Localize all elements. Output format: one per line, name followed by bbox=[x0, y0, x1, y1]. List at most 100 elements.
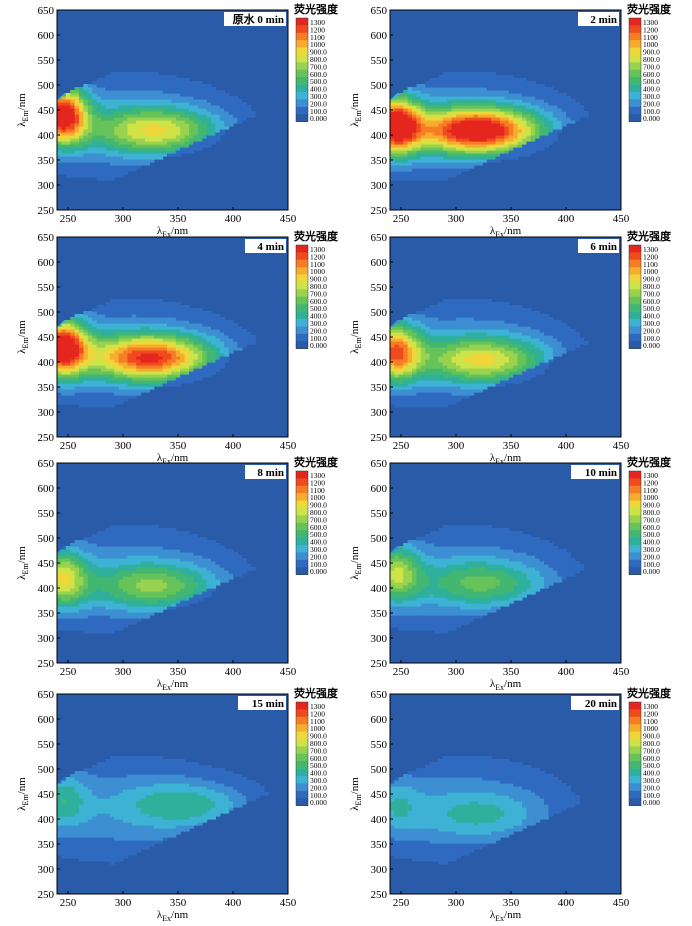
contour-cell bbox=[74, 383, 80, 387]
contour-cell bbox=[442, 144, 448, 148]
contour-cell bbox=[539, 135, 545, 139]
contour-cell bbox=[127, 302, 133, 306]
contour-cell bbox=[101, 380, 106, 384]
contour-cell bbox=[438, 132, 444, 136]
contour-cell bbox=[171, 111, 177, 115]
contour-cell bbox=[118, 326, 124, 330]
contour-cell bbox=[390, 123, 395, 127]
contour-cell bbox=[61, 365, 67, 369]
contour-cell bbox=[539, 84, 545, 88]
contour-cell bbox=[412, 356, 417, 360]
contour-cell bbox=[162, 305, 168, 309]
contour-cell bbox=[136, 81, 142, 85]
colorbar-swatch bbox=[629, 55, 641, 63]
contour-cell bbox=[473, 141, 479, 145]
contour-cell bbox=[123, 329, 128, 333]
contour-cell bbox=[83, 174, 89, 178]
y-tick-label: 550 bbox=[371, 55, 388, 67]
contour-cell bbox=[224, 102, 230, 106]
contour-cell bbox=[504, 344, 510, 348]
contour-cell bbox=[145, 156, 150, 160]
contour-cell bbox=[79, 368, 84, 372]
contour-cell bbox=[228, 123, 234, 127]
contour-cell bbox=[570, 102, 576, 106]
contour-cell bbox=[434, 347, 439, 351]
contour-cell bbox=[552, 135, 558, 139]
contour-cell bbox=[215, 332, 221, 336]
contour-cell bbox=[241, 105, 247, 109]
contour-cell bbox=[394, 114, 400, 118]
contour-cell bbox=[539, 120, 545, 124]
contour-cell bbox=[473, 329, 479, 333]
contour-cell bbox=[87, 350, 93, 354]
contour-cell bbox=[65, 365, 71, 369]
contour-cell bbox=[215, 368, 221, 372]
contour-cell bbox=[136, 323, 142, 327]
contour-cell bbox=[442, 174, 448, 178]
contour-cell bbox=[79, 147, 84, 151]
contour-cell bbox=[504, 126, 510, 130]
contour-cell bbox=[96, 99, 102, 103]
contour-cell bbox=[447, 356, 453, 360]
contour-cell bbox=[473, 144, 479, 148]
colorbar-swatch bbox=[296, 311, 308, 320]
contour-cell bbox=[403, 171, 409, 175]
contour-cell bbox=[407, 87, 413, 91]
contour-cell bbox=[434, 132, 439, 136]
contour-cell bbox=[114, 120, 120, 124]
contour-cell bbox=[495, 114, 501, 118]
contour-cell bbox=[513, 153, 519, 157]
contour-cell bbox=[70, 111, 76, 115]
contour-cell bbox=[123, 102, 128, 106]
contour-cell bbox=[517, 105, 523, 109]
contour-cell bbox=[101, 150, 106, 154]
contour-cell bbox=[482, 341, 488, 345]
contour-cell bbox=[473, 389, 479, 393]
contour-cell bbox=[145, 90, 150, 94]
contour-cell bbox=[136, 135, 142, 139]
contour-cell bbox=[197, 120, 203, 124]
contour-cell bbox=[526, 308, 532, 312]
contour-cell bbox=[491, 302, 497, 306]
contour-cell bbox=[175, 99, 181, 103]
contour-cell bbox=[57, 129, 62, 133]
colorbar-tick-label: 700.0 bbox=[643, 62, 660, 71]
contour-cell bbox=[447, 162, 453, 166]
contour-cell bbox=[407, 108, 413, 112]
contour-cell bbox=[175, 338, 181, 342]
contour-cell bbox=[136, 344, 142, 348]
contour-cell bbox=[189, 147, 194, 151]
contour-cell bbox=[153, 99, 159, 103]
contour-cell bbox=[403, 108, 409, 112]
contour-cell bbox=[92, 365, 98, 369]
contour-cell bbox=[513, 135, 519, 139]
contour-cell bbox=[398, 147, 404, 151]
contour-cell bbox=[451, 332, 457, 336]
contour-cell bbox=[162, 356, 168, 360]
contour-cell bbox=[153, 90, 159, 94]
x-tick-label: 350 bbox=[170, 440, 187, 452]
contour-cell bbox=[87, 341, 93, 345]
contour-cell bbox=[390, 368, 395, 372]
contour-cell bbox=[123, 171, 128, 175]
contour-cell bbox=[123, 114, 128, 118]
contour-cell bbox=[407, 123, 413, 127]
contour-cell bbox=[398, 395, 404, 399]
contour-cell bbox=[167, 350, 172, 354]
contour-cell bbox=[96, 356, 102, 360]
contour-cell bbox=[500, 371, 505, 375]
y-tick-label: 300 bbox=[38, 407, 55, 419]
contour-cell bbox=[61, 162, 67, 166]
contour-cell bbox=[224, 126, 230, 130]
contour-cell bbox=[579, 111, 585, 115]
contour-cell bbox=[109, 141, 115, 145]
contour-cell bbox=[114, 368, 120, 372]
contour-cell bbox=[486, 117, 492, 121]
contour-cell bbox=[473, 332, 479, 336]
contour-cell bbox=[118, 383, 124, 387]
contour-cell bbox=[131, 332, 137, 336]
colorbar-tick-label: 100.0 bbox=[643, 107, 660, 116]
contour-cell bbox=[123, 153, 128, 157]
contour-cell bbox=[83, 320, 89, 324]
contour-cell bbox=[447, 344, 453, 348]
